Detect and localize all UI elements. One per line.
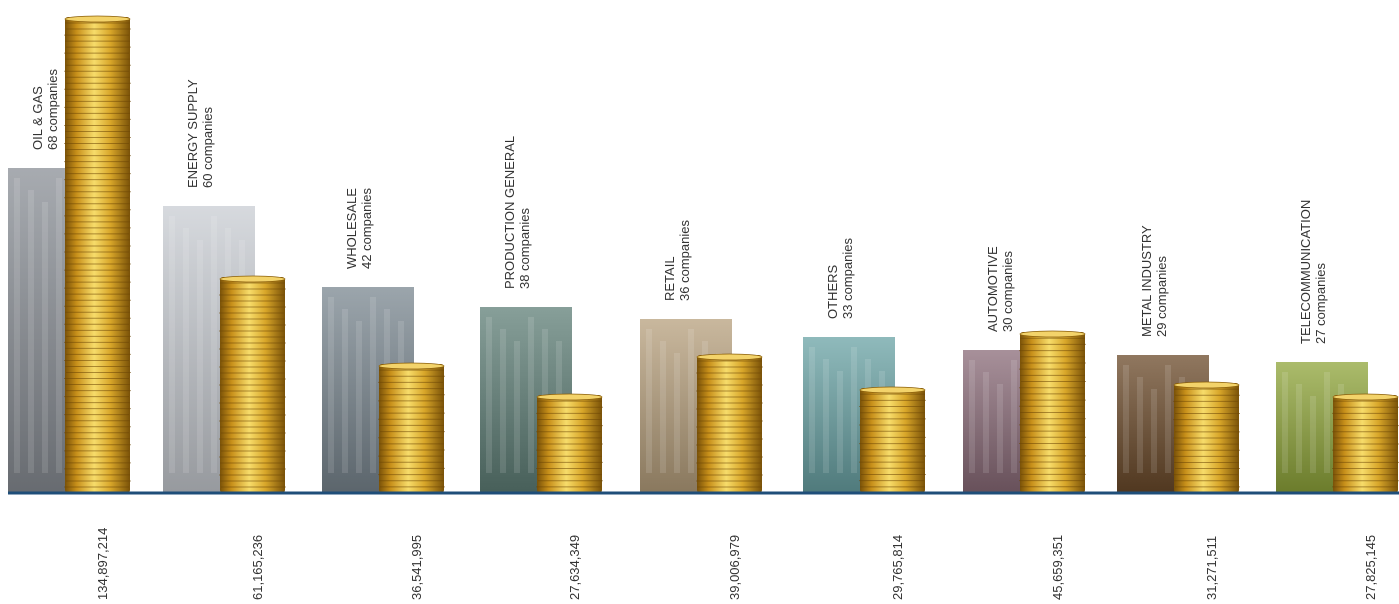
sector-name-metal-industry: METAL INDUSTRY: [1139, 225, 1154, 337]
company-count-production-general: 38 companies: [517, 208, 532, 289]
value-labels: 134,897,214 61,165,236 36,541,995 27,634,34…: [95, 528, 1378, 600]
value-label-oil-gas: 134,897,214: [95, 528, 110, 600]
sector-name-automotive: AUTOMOTIVE: [985, 246, 1000, 332]
value-label-retail: 39,006,979: [727, 535, 742, 600]
company-count-automotive: 30 companies: [1000, 251, 1015, 332]
company-count-others: 33 companies: [840, 238, 855, 319]
value-label-energy-supply: 61,165,236: [250, 535, 265, 600]
company-count-telecommunication: 27 companies: [1313, 263, 1328, 344]
coin-stack-telecommunication: [1332, 393, 1399, 493]
sector-name-retail: RETAIL: [662, 256, 677, 301]
sector-name-others: OTHERS: [825, 265, 840, 320]
value-label-automotive: 45,659,351: [1050, 535, 1065, 600]
company-count-energy-supply: 60 companies: [200, 107, 215, 188]
company-count-retail: 36 companies: [677, 220, 692, 301]
coin-stack-metal-industry: [1173, 381, 1240, 493]
photo-metal-industry: [1117, 355, 1209, 493]
sector-name-energy-supply: ENERGY SUPPLY: [185, 79, 200, 188]
value-label-wholesale: 36,541,995: [409, 535, 424, 600]
photo-telecommunication: [1276, 362, 1368, 493]
sector-name-production-general: PRODUCTION GENERAL: [502, 136, 517, 289]
coin-stack-production-general: [536, 393, 603, 493]
sector-labels: OIL & GAS 68 companies ENERGY SUPPLY 60 com…: [30, 69, 1328, 344]
company-count-wholesale: 42 companies: [359, 188, 374, 269]
value-label-metal-industry: 31,271,511: [1204, 536, 1219, 600]
value-label-production-general: 27,634,349: [567, 535, 582, 600]
coin-stack-wholesale: [378, 362, 445, 493]
sector-name-wholesale: WHOLESALE: [344, 188, 359, 269]
coin-stack-retail: [696, 353, 763, 493]
coin-stack-energy-supply: [219, 275, 286, 493]
coin-stack-oil-gas: [64, 15, 131, 493]
value-label-telecommunication: 27,825,145: [1363, 535, 1378, 600]
sector-name-telecommunication: TELECOMMUNICATION: [1298, 200, 1313, 344]
coin-stack-others: [859, 386, 926, 493]
coin-stacks: [64, 15, 1399, 493]
company-count-oil-gas: 68 companies: [45, 69, 60, 150]
company-count-metal-industry: 29 companies: [1154, 256, 1169, 337]
coin-stack-automotive: [1019, 330, 1086, 493]
value-label-others: 29,765,814: [890, 535, 905, 600]
sector-name-oil-gas: OIL & GAS: [30, 86, 45, 150]
